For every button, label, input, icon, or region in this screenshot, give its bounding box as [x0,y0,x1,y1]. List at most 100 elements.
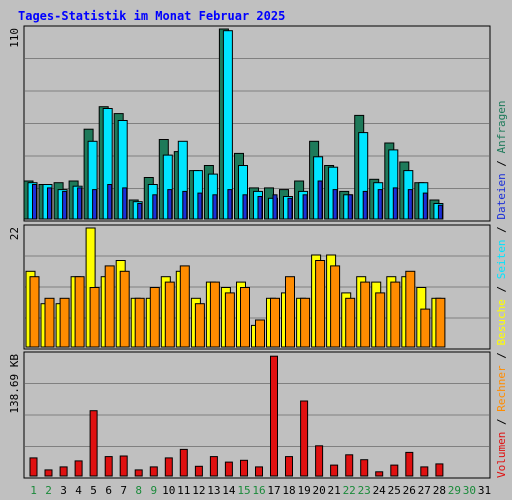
x-tick-label: 4 [75,484,82,497]
bar-volumen-day-24 [375,471,384,477]
bar-volumen-day-26 [405,451,414,477]
bar-dateien-day-20 [317,180,323,220]
bar-dateien-day-28 [437,204,443,220]
x-tick-label: 29 [448,484,461,497]
bar-dateien-day-3 [62,190,68,220]
bar-dateien-day-22 [347,194,353,220]
bar-volumen-day-2 [44,469,53,477]
bar-volumen-day-8 [134,469,143,477]
panel-requests: 110 [8,25,491,222]
x-tick-label: 27 [418,484,431,497]
bar-dateien-day-6 [107,184,113,220]
bar-dateien-day-18 [287,197,293,220]
y-max-label: 110 [8,28,21,48]
bar-volumen-day-25 [390,464,399,477]
bar-dateien-day-11 [182,190,188,220]
legend-item-anfragen: Anfragen [495,100,508,153]
bar-rechner-day-27 [420,308,431,348]
bar-rechner-day-15 [240,287,250,348]
legend-text: Volumen / Rechner / Besuche / Seiten / D… [495,100,508,478]
bar-rechner-day-7 [119,270,130,348]
bar-dateien-day-19 [302,194,308,220]
x-tick-label: 23 [358,484,371,497]
bar-rechner-day-26 [405,270,416,348]
legend-separator: / [495,346,508,366]
x-tick-label: 26 [403,484,416,497]
bar-dateien-day-10 [167,189,173,220]
bar-rechner-day-4 [74,276,85,348]
x-tick-label: 10 [162,484,175,497]
bar-dateien-day-13 [212,194,218,220]
bar-volumen-day-17 [270,355,278,477]
y-max-label: 138.69 KB [8,354,21,414]
bar-rechner-day-13 [209,281,220,348]
bar-dateien-day-9 [152,194,158,220]
bar-volumen-day-19 [300,400,309,477]
bar-dateien-day-2 [47,187,52,220]
x-tick-label: 22 [343,484,356,497]
x-tick-label: 8 [135,484,142,497]
bar-rechner-day-24 [375,292,386,348]
bar-rechner-day-9 [149,287,160,348]
legend-separator: / [495,279,508,299]
bar-dateien-day-17 [272,194,278,220]
x-tick-label: 21 [327,484,340,497]
bar-rechner-day-2 [44,297,55,348]
legend-item-volumen: Volumen [495,432,508,478]
x-tick-label: 2 [45,484,52,497]
bar-rechner-day-12 [194,303,205,348]
legend-item-rechner: Rechner [495,365,508,412]
bar-dateien-day-4 [77,187,83,220]
x-tick-label: 1 [30,484,37,497]
x-tick-label: 7 [120,484,127,497]
x-tick-label: 28 [433,484,446,497]
bar-rechner-day-19 [300,297,311,348]
legend-separator: / [495,220,508,240]
bar-rechner-day-21 [330,265,341,348]
bar-volumen-day-22 [345,454,354,477]
x-tick-label: 16 [252,484,265,497]
bar-volumen-day-10 [164,457,173,477]
bar-rechner-day-8 [134,297,145,348]
bar-dateien-day-25 [392,187,398,220]
bar-volumen-day-28 [435,463,444,477]
bar-rechner-day-22 [345,297,356,348]
bar-dateien-day-12 [197,192,203,220]
bar-rechner-day-6 [104,265,115,348]
bar-dateien-day-14 [227,189,233,220]
bar-rechner-day-25 [390,281,401,348]
bar-rechner-day-11 [179,265,190,348]
bar-dateien-day-27 [422,192,428,220]
x-tick-label: 13 [207,484,220,497]
bar-volumen-day-16 [255,466,263,477]
bar-volumen-day-6 [104,456,113,477]
bar-dateien-day-24 [377,189,383,220]
chart-panels: 110 22 138.69 KB [8,25,491,479]
bar-volumen-day-4 [74,460,83,477]
legend-item-dateien: Dateien [495,173,508,219]
x-axis-tick-labels: 1 2 3 4 5 6 7 8 9 10 11 12 13 14 15 16 17 18 19 20 21 22 23 24 2… [30,484,491,497]
bar-volumen-day-13 [209,456,218,477]
bar-rechner-day-20 [315,260,326,348]
x-tick-label: 12 [192,484,205,497]
bar-volumen-day-9 [149,466,158,477]
bar-rechner-day-18 [285,276,295,348]
bar-volumen-day-27 [420,466,429,477]
x-tick-label: 11 [177,484,190,497]
x-tick-label: 14 [222,484,236,497]
x-tick-label: 6 [105,484,112,497]
x-tick-label: 3 [60,484,67,497]
bar-dateien-day-5 [92,189,98,220]
x-tick-label: 20 [312,484,325,497]
bar-rechner-day-17 [270,297,280,348]
bar-rechner-day-5 [89,287,100,348]
bar-dateien-day-15 [242,194,248,220]
x-tick-label: 31 [478,484,491,497]
legend-separator: / [495,153,508,173]
panel-volume: 138.69 KB [8,351,491,479]
bar-volumen-day-3 [59,466,68,477]
bar-dateien-day-1 [32,184,37,220]
bar-volumen-day-11 [179,448,188,477]
bar-dateien-day-23 [362,190,368,220]
